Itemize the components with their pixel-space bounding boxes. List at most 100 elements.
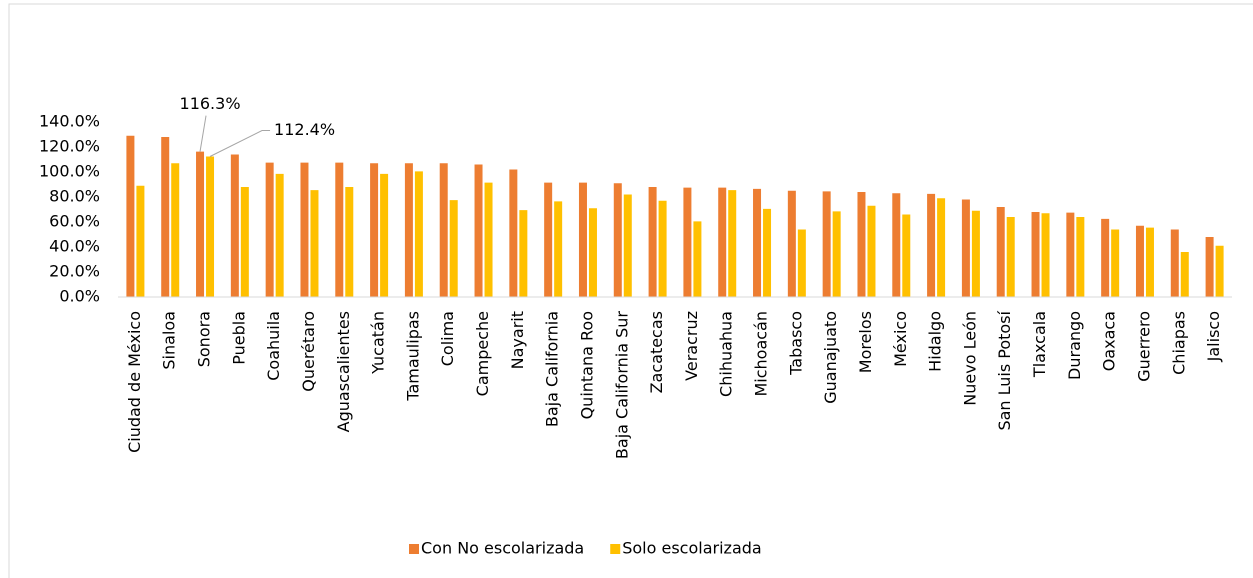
bar: [927, 193, 936, 297]
bar: [1145, 227, 1154, 297]
bar: [1135, 225, 1144, 297]
bar: [937, 198, 946, 297]
bar: [380, 173, 389, 297]
bar: [449, 200, 458, 297]
bar: [1076, 217, 1085, 297]
data-label: 116.3%: [180, 94, 241, 113]
bar: [658, 200, 667, 297]
bar: [265, 162, 274, 297]
x-tick-label: Jalisco: [1204, 311, 1223, 362]
bar: [683, 187, 692, 297]
x-tick-label: Baja California: [543, 311, 562, 427]
x-tick-label: Tabasco: [786, 311, 805, 376]
x-tick-label: Guanajuato: [821, 311, 840, 404]
x-tick-label: Querétaro: [299, 311, 318, 392]
bar: [519, 210, 528, 297]
bar: [554, 201, 563, 297]
bar: [300, 162, 309, 297]
bar: [588, 208, 597, 297]
x-tick-label: Guerrero: [1134, 311, 1153, 382]
bar: [230, 154, 239, 297]
bar: [1180, 252, 1189, 297]
x-tick-label: Michoacán: [752, 311, 771, 397]
x-tick-label: Baja California Sur: [612, 311, 631, 459]
x-tick-label: Tamaulipas: [403, 311, 422, 402]
legend-label: Con No escolarizada: [421, 539, 584, 558]
y-tick-label: 0.0%: [59, 287, 100, 306]
x-tick-label: Colima: [438, 311, 457, 366]
bar: [310, 190, 319, 297]
bar: [439, 163, 448, 297]
bar: [171, 163, 180, 297]
bar: [892, 193, 901, 297]
x-tick-label: México: [891, 311, 910, 367]
leader-line: [199, 115, 207, 152]
bar: [1170, 229, 1179, 297]
bar: [1031, 212, 1040, 297]
bar: [126, 135, 135, 297]
bar: [1041, 213, 1050, 297]
x-tick-label: Chihuahua: [717, 311, 736, 397]
bar: [414, 171, 423, 297]
y-tick-label: 100.0%: [39, 162, 100, 181]
data-label: 112.4%: [274, 120, 335, 139]
bar: [240, 187, 249, 297]
bar: [832, 211, 841, 297]
bar: [1066, 212, 1075, 297]
x-tick-label: Campeche: [473, 311, 492, 396]
x-tick-label: Veracruz: [682, 311, 701, 381]
x-tick-label: Yucatán: [369, 311, 388, 375]
bar: [902, 214, 911, 297]
y-tick-label: 80.0%: [49, 187, 100, 206]
bar: [206, 156, 215, 297]
bar: [857, 192, 866, 297]
bar: [718, 187, 727, 297]
bar: [1215, 245, 1224, 297]
bar: [613, 183, 622, 297]
bar: [971, 210, 980, 297]
bar: [763, 208, 772, 297]
bar: [797, 229, 806, 297]
x-tick-label: Zacatecas: [647, 311, 666, 393]
chart-frame: [8, 3, 1253, 578]
x-tick-label: Nayarit: [508, 311, 527, 369]
x-tick-label: Tlaxcala: [1030, 311, 1049, 378]
bar: [623, 194, 632, 297]
legend-swatch: [409, 544, 419, 554]
bar: [335, 162, 344, 297]
x-tick-label: Sinaloa: [160, 311, 179, 370]
x-tick-label: San Luis Potosí: [995, 310, 1014, 430]
bar: [1111, 229, 1120, 297]
bar: [1205, 237, 1214, 297]
bar: [509, 169, 518, 297]
bar: [996, 207, 1005, 297]
x-tick-label: Quintana Roo: [577, 311, 596, 419]
legend-label: Solo escolarizada: [622, 539, 761, 558]
bar: [728, 190, 737, 297]
bar: [474, 164, 483, 297]
bar: [693, 221, 702, 297]
y-tick-label: 120.0%: [39, 137, 100, 156]
bar: [1006, 217, 1015, 297]
bar: [345, 187, 354, 297]
x-tick-label: Sonora: [195, 311, 214, 367]
bar: [370, 163, 379, 297]
x-tick-label: Ciudad de México: [125, 311, 144, 453]
x-tick-label: Oaxaca: [1100, 311, 1119, 371]
bar: [867, 205, 876, 297]
bar: [648, 187, 657, 297]
bar: [484, 182, 493, 297]
bar: [275, 173, 284, 297]
bar: [787, 190, 796, 297]
y-tick-label: 140.0%: [39, 112, 100, 131]
legend-swatch: [610, 544, 621, 554]
bar: [161, 137, 170, 297]
bar: [753, 188, 762, 297]
bar: [1101, 218, 1110, 297]
x-tick-label: Hidalgo: [926, 311, 945, 372]
x-tick-label: Aguascalientes: [334, 311, 353, 432]
x-tick-label: Nuevo León: [960, 311, 979, 406]
bar: [961, 199, 970, 297]
x-tick-label: Durango: [1065, 311, 1084, 380]
bar: [578, 182, 587, 297]
